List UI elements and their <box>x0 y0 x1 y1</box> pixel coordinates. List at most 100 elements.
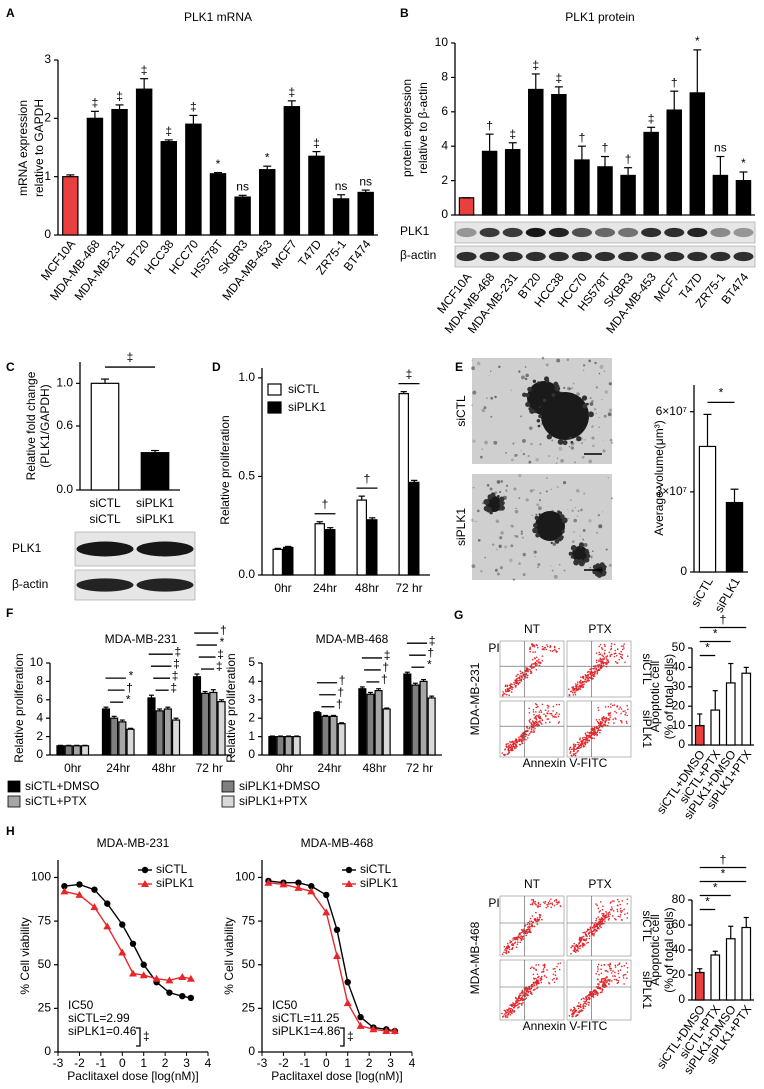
flow-event <box>580 743 583 746</box>
flow-event <box>570 946 572 949</box>
flow-event <box>577 688 580 691</box>
micrograph-speck <box>567 509 569 511</box>
flow-event <box>535 964 537 966</box>
micrograph-speck <box>577 509 580 512</box>
flow-event <box>604 981 606 983</box>
flow-event <box>607 714 610 716</box>
flow-event <box>578 1010 581 1012</box>
marker <box>369 1025 378 1033</box>
flow-event <box>611 915 614 917</box>
flow-event <box>544 721 547 724</box>
flow-event <box>505 743 508 745</box>
flow-event <box>576 948 579 951</box>
flow-event <box>528 929 530 931</box>
flow-event <box>597 907 600 910</box>
flow-event <box>552 705 555 708</box>
bar <box>101 708 111 756</box>
flow-event <box>599 653 602 655</box>
marker <box>279 880 288 888</box>
blot-band <box>571 251 592 262</box>
flow-event <box>521 742 524 745</box>
significance-label: * <box>427 657 432 671</box>
flow-event <box>608 965 611 968</box>
flow-event <box>578 747 580 750</box>
flow-event <box>518 679 520 682</box>
flow-event <box>552 973 555 976</box>
micrograph-speck <box>599 364 604 369</box>
micrograph-speck <box>480 570 483 573</box>
flow-event <box>596 927 599 930</box>
flow-event <box>521 739 524 741</box>
micrograph-speck <box>524 366 527 368</box>
flow-event <box>598 718 601 721</box>
marker <box>90 903 99 911</box>
flow-event <box>599 659 602 661</box>
flow-event <box>532 663 535 665</box>
flow-event <box>624 973 627 976</box>
flow-event <box>595 667 598 670</box>
flow-event <box>592 671 595 674</box>
flow-event <box>599 900 602 903</box>
flow-event <box>513 683 516 686</box>
flow-event <box>509 1009 512 1012</box>
flow-event <box>614 966 617 968</box>
flow-event <box>558 968 561 971</box>
flow-event <box>599 980 601 983</box>
micrograph-speck <box>609 438 613 442</box>
significance-label: ‡ <box>127 350 134 364</box>
flow-event <box>525 989 528 991</box>
flow-event <box>524 677 527 679</box>
flow-event <box>593 934 595 937</box>
flow-event <box>516 999 518 1002</box>
flow-event <box>504 949 506 951</box>
flow-event <box>534 715 537 718</box>
y-tick-label: 20 <box>672 967 686 981</box>
flow-event <box>507 688 510 691</box>
flow-event <box>543 713 545 715</box>
spheroid-edge <box>543 376 550 382</box>
bar <box>725 501 744 573</box>
flow-event <box>524 932 527 934</box>
flow-event <box>611 980 613 982</box>
micrograph-speck <box>562 480 567 485</box>
y-tick-label: 0.0 <box>238 567 255 581</box>
flow-event <box>532 644 535 646</box>
panel-letter: A <box>6 6 15 20</box>
micrograph-speck <box>598 416 600 419</box>
spheroid-edge <box>570 555 574 559</box>
flow-event <box>532 900 535 903</box>
flow-event <box>531 966 533 968</box>
flow-event <box>504 685 507 688</box>
micrograph-speck <box>515 507 517 510</box>
flow-event <box>533 657 536 659</box>
flow-event <box>587 941 590 944</box>
flow-event <box>552 716 554 718</box>
flow-event <box>534 988 536 990</box>
micrograph-speck <box>608 563 612 567</box>
spheroid <box>572 546 588 562</box>
flow-event <box>531 902 534 904</box>
significance-label: † <box>720 853 727 867</box>
flow-event <box>592 926 594 928</box>
flow-event <box>579 1003 582 1006</box>
flow-event <box>520 739 522 742</box>
flow-event <box>545 715 547 718</box>
flow-event <box>504 753 506 756</box>
flow-event <box>517 1004 519 1006</box>
micrograph-speck <box>556 358 561 363</box>
micrograph-speck <box>520 532 523 535</box>
flow-event <box>597 987 600 990</box>
flow-event <box>607 705 610 708</box>
flow-event <box>516 943 519 946</box>
significance-label: † <box>486 118 493 132</box>
flow-event <box>533 729 535 731</box>
flow-event <box>585 996 587 998</box>
flow-event <box>578 742 580 744</box>
flow-event <box>598 984 600 986</box>
flow-event <box>595 929 597 931</box>
spheroid-edge <box>550 541 553 544</box>
spheroid-edge <box>536 419 541 423</box>
flow-event <box>613 643 616 646</box>
flow-event <box>592 727 594 730</box>
